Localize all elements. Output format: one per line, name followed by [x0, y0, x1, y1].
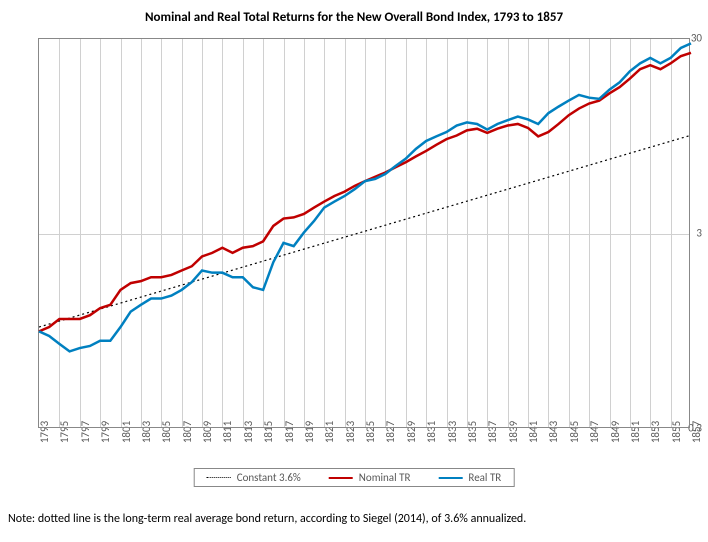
legend-item: Constant 3.6%	[207, 471, 301, 484]
x-tick-label: 1857	[690, 421, 703, 443]
plot-area	[38, 38, 690, 428]
legend: Constant 3.6% Nominal TR Real TR	[194, 468, 515, 487]
series-nominal-tr	[39, 53, 691, 332]
footnote: Note: dotted line is the long-term real …	[8, 512, 526, 526]
legend-label: Nominal TR	[359, 471, 411, 484]
chart: Nominal and Real Total Returns for the N…	[0, 0, 708, 542]
legend-swatch	[329, 477, 353, 479]
series-constant-3-6-	[39, 135, 691, 327]
legend-swatch	[438, 477, 462, 479]
legend-item: Nominal TR	[329, 471, 411, 484]
legend-swatch	[207, 477, 231, 478]
chart-title: Nominal and Real Total Returns for the N…	[0, 10, 708, 25]
legend-item: Real TR	[438, 471, 501, 484]
legend-label: Real TR	[468, 471, 501, 484]
legend-label: Constant 3.6%	[237, 471, 301, 484]
series-svg	[39, 39, 691, 429]
series-real-tr	[39, 43, 691, 351]
